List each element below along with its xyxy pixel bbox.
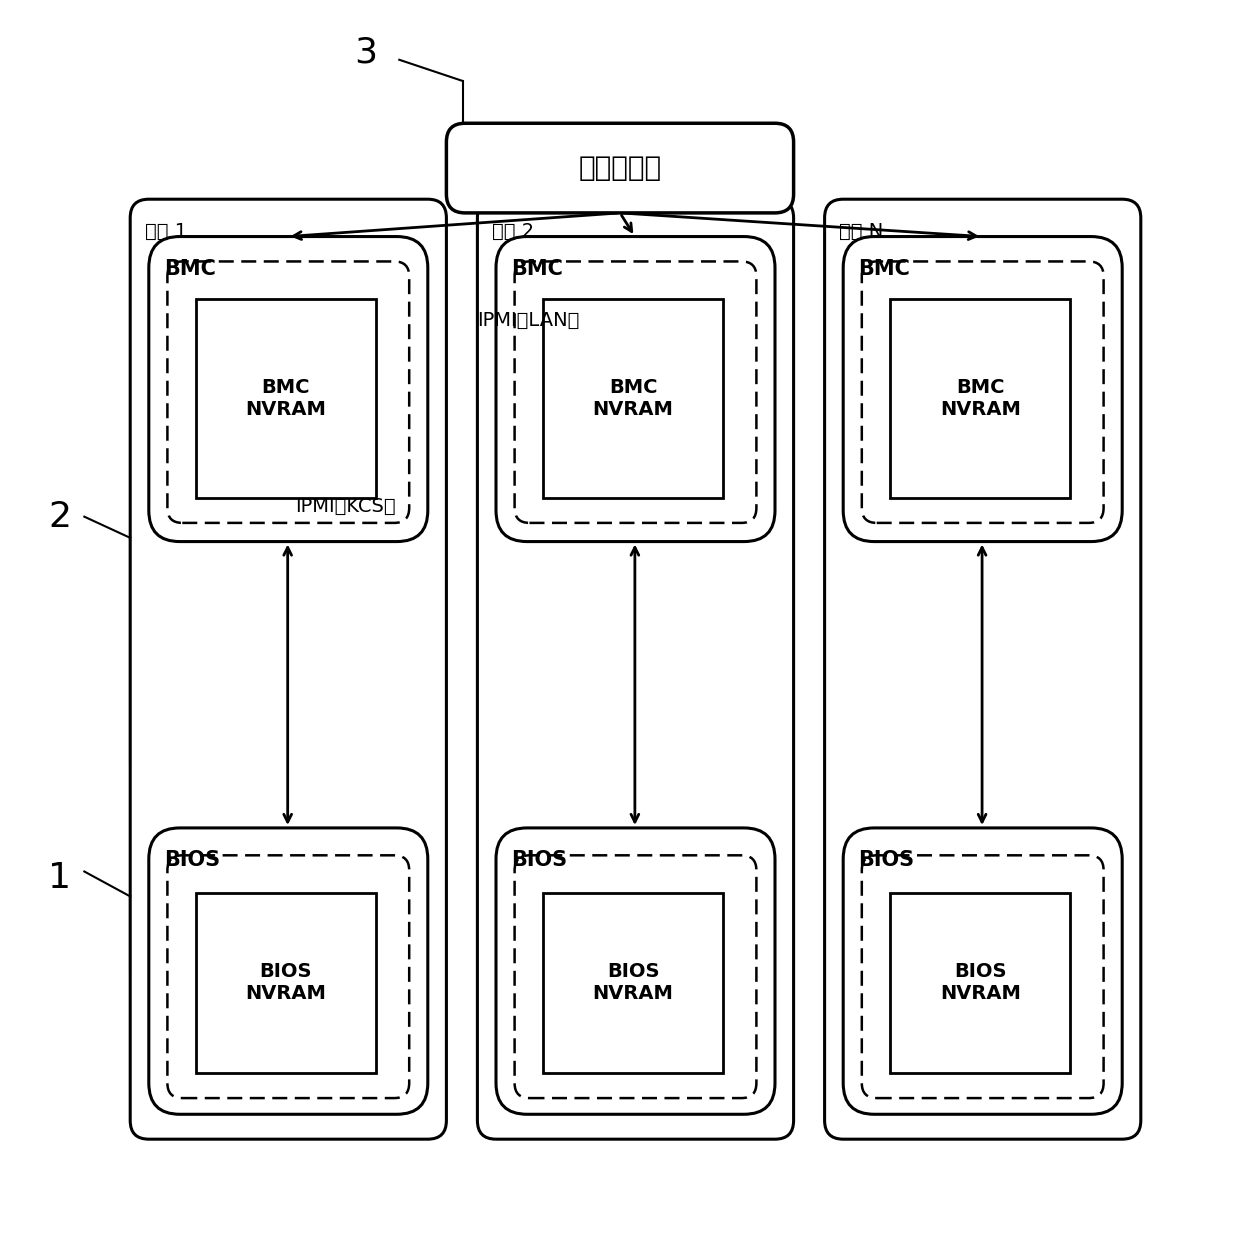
Text: 带外控制端: 带外控制端 <box>578 154 662 182</box>
Text: 2: 2 <box>48 499 71 534</box>
Text: BMC: BMC <box>164 259 216 279</box>
Text: BMC
NVRAM: BMC NVRAM <box>246 378 326 418</box>
Text: BMC: BMC <box>511 259 563 279</box>
Text: BMC
NVRAM: BMC NVRAM <box>593 378 673 418</box>
Text: 节点 1: 节点 1 <box>145 222 187 240</box>
FancyBboxPatch shape <box>515 855 756 1098</box>
Text: 节点 2: 节点 2 <box>492 222 534 240</box>
Text: BIOS
NVRAM: BIOS NVRAM <box>593 962 673 1003</box>
FancyBboxPatch shape <box>149 237 428 542</box>
FancyBboxPatch shape <box>543 299 723 498</box>
FancyBboxPatch shape <box>890 299 1070 498</box>
FancyBboxPatch shape <box>496 237 775 542</box>
Text: BIOS: BIOS <box>858 850 914 870</box>
Text: 3: 3 <box>355 35 377 70</box>
FancyBboxPatch shape <box>446 123 794 213</box>
FancyBboxPatch shape <box>890 893 1070 1073</box>
FancyBboxPatch shape <box>196 893 376 1073</box>
FancyBboxPatch shape <box>843 828 1122 1114</box>
FancyBboxPatch shape <box>543 893 723 1073</box>
Text: BIOS: BIOS <box>511 850 567 870</box>
Text: 1: 1 <box>48 860 71 895</box>
Text: BMC
NVRAM: BMC NVRAM <box>940 378 1021 418</box>
FancyBboxPatch shape <box>862 261 1104 523</box>
Text: BIOS
NVRAM: BIOS NVRAM <box>246 962 326 1003</box>
FancyBboxPatch shape <box>515 261 756 523</box>
FancyBboxPatch shape <box>496 828 775 1114</box>
Text: BIOS
NVRAM: BIOS NVRAM <box>940 962 1021 1003</box>
FancyBboxPatch shape <box>477 199 794 1139</box>
Text: BIOS: BIOS <box>164 850 219 870</box>
FancyBboxPatch shape <box>196 299 376 498</box>
FancyBboxPatch shape <box>167 261 409 523</box>
FancyBboxPatch shape <box>843 237 1122 542</box>
Text: BMC: BMC <box>858 259 910 279</box>
FancyBboxPatch shape <box>149 828 428 1114</box>
FancyBboxPatch shape <box>130 199 446 1139</box>
FancyBboxPatch shape <box>862 855 1104 1098</box>
Text: IPMI（KCS）: IPMI（KCS） <box>295 497 396 517</box>
Text: 节点 N: 节点 N <box>839 222 884 240</box>
Text: IPMI（LAN）: IPMI（LAN） <box>477 310 580 330</box>
FancyBboxPatch shape <box>167 855 409 1098</box>
FancyBboxPatch shape <box>825 199 1141 1139</box>
